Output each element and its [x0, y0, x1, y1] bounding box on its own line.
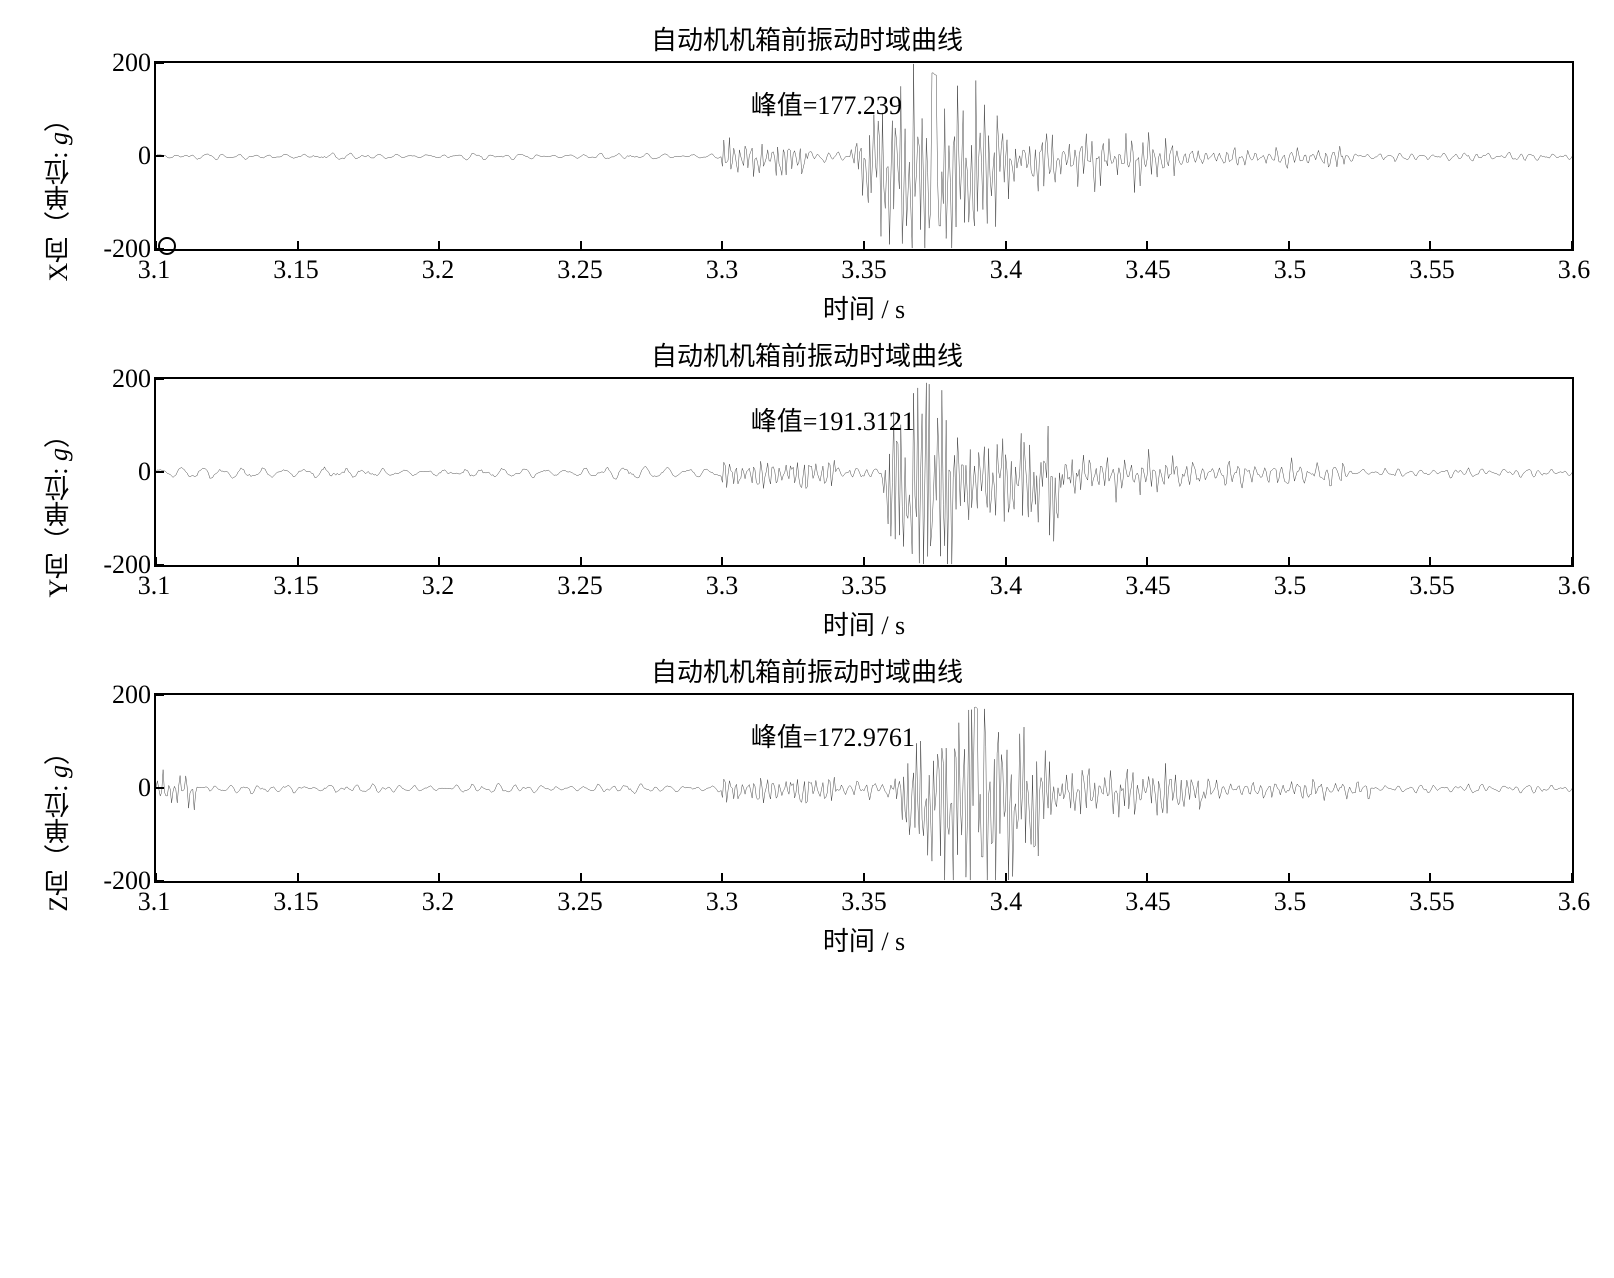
x-axis-label: 时间 / s	[154, 605, 1574, 642]
plot-area: -2000200峰值=177.239	[154, 61, 1574, 251]
x-tick: 3.25	[557, 571, 603, 601]
x-tick: 3.1	[138, 887, 171, 917]
x-tick: 3.15	[273, 255, 319, 285]
plot-area: -2000200峰值=191.3121	[154, 377, 1574, 567]
peak-annotation: 峰值=172.9761	[751, 717, 915, 754]
y-axis-label: X向（单位: g）	[40, 106, 80, 282]
x-tick: 3.45	[1125, 887, 1171, 917]
x-axis-label: 时间 / s	[154, 921, 1574, 958]
chart-title: 自动机机箱前振动时域曲线	[40, 20, 1574, 57]
x-tick: 3.2	[422, 887, 455, 917]
y-tick: 200	[86, 364, 151, 394]
x-tick: 3.5	[1274, 571, 1307, 601]
y-axis-label: Y向（单位: g）	[40, 422, 80, 598]
chart-panel-y: 自动机机箱前振动时域曲线 Y向（单位: g） -2000200峰值=191.3121…	[40, 336, 1574, 642]
x-tick: 3.25	[557, 887, 603, 917]
x-tick: 3.35	[841, 887, 887, 917]
x-tick: 3.4	[990, 255, 1023, 285]
x-tick: 3.35	[841, 255, 887, 285]
x-tick: 3.45	[1125, 255, 1171, 285]
x-tick: 3.1	[138, 571, 171, 601]
x-tick: 3.35	[841, 571, 887, 601]
x-tick: 3.55	[1409, 571, 1455, 601]
x-tick: 3.6	[1558, 571, 1591, 601]
plot-area: -2000200峰值=172.9761	[154, 693, 1574, 883]
chart-panel-x: 自动机机箱前振动时域曲线 X向（单位: g） -2000200峰值=177.239 3…	[40, 20, 1574, 326]
x-tick: 3.2	[422, 571, 455, 601]
x-tick: 3.55	[1409, 255, 1455, 285]
ylabel-suffix: ）	[44, 106, 73, 132]
x-tick: 3.5	[1274, 255, 1307, 285]
x-tick: 3.45	[1125, 571, 1171, 601]
x-tick: 3.3	[706, 887, 739, 917]
ylabel-suffix: ）	[44, 422, 73, 448]
y-tick: 0	[86, 141, 151, 171]
ylabel-unit: g	[44, 448, 73, 461]
x-tick: 3.55	[1409, 887, 1455, 917]
ylabel-unit: g	[44, 765, 73, 778]
peak-annotation: 峰值=191.3121	[751, 401, 915, 438]
chart-panel-z: 自动机机箱前振动时域曲线 Z向（单位: g） -2000200峰值=172.9761…	[40, 652, 1574, 958]
x-tick: 3.3	[706, 571, 739, 601]
x-axis-label: 时间 / s	[154, 289, 1574, 326]
x-tick: 3.2	[422, 255, 455, 285]
x-tick: 3.15	[273, 887, 319, 917]
chart-title: 自动机机箱前振动时域曲线	[40, 652, 1574, 689]
y-tick: 0	[86, 773, 151, 803]
x-tick: 3.5	[1274, 887, 1307, 917]
ylabel-prefix: Z向（单位:	[44, 778, 73, 912]
x-tick: 3.1	[138, 255, 171, 285]
x-tick: 3.15	[273, 571, 319, 601]
y-tick: 200	[86, 680, 151, 710]
x-tick: 3.4	[990, 571, 1023, 601]
ylabel-prefix: Y向（单位:	[44, 461, 73, 598]
x-tick: 3.3	[706, 255, 739, 285]
ylabel-unit: g	[44, 132, 73, 145]
peak-annotation: 峰值=177.239	[751, 85, 902, 122]
x-tick: 3.6	[1558, 887, 1591, 917]
x-tick: 3.4	[990, 887, 1023, 917]
y-tick: 0	[86, 457, 151, 487]
ylabel-suffix: ）	[44, 739, 73, 765]
chart-title: 自动机机箱前振动时域曲线	[40, 336, 1574, 373]
x-tick: 3.25	[557, 255, 603, 285]
y-tick: 200	[86, 48, 151, 78]
ylabel-prefix: X向（单位:	[44, 145, 73, 282]
x-tick: 3.6	[1558, 255, 1591, 285]
y-axis-label: Z向（单位: g）	[40, 739, 80, 912]
